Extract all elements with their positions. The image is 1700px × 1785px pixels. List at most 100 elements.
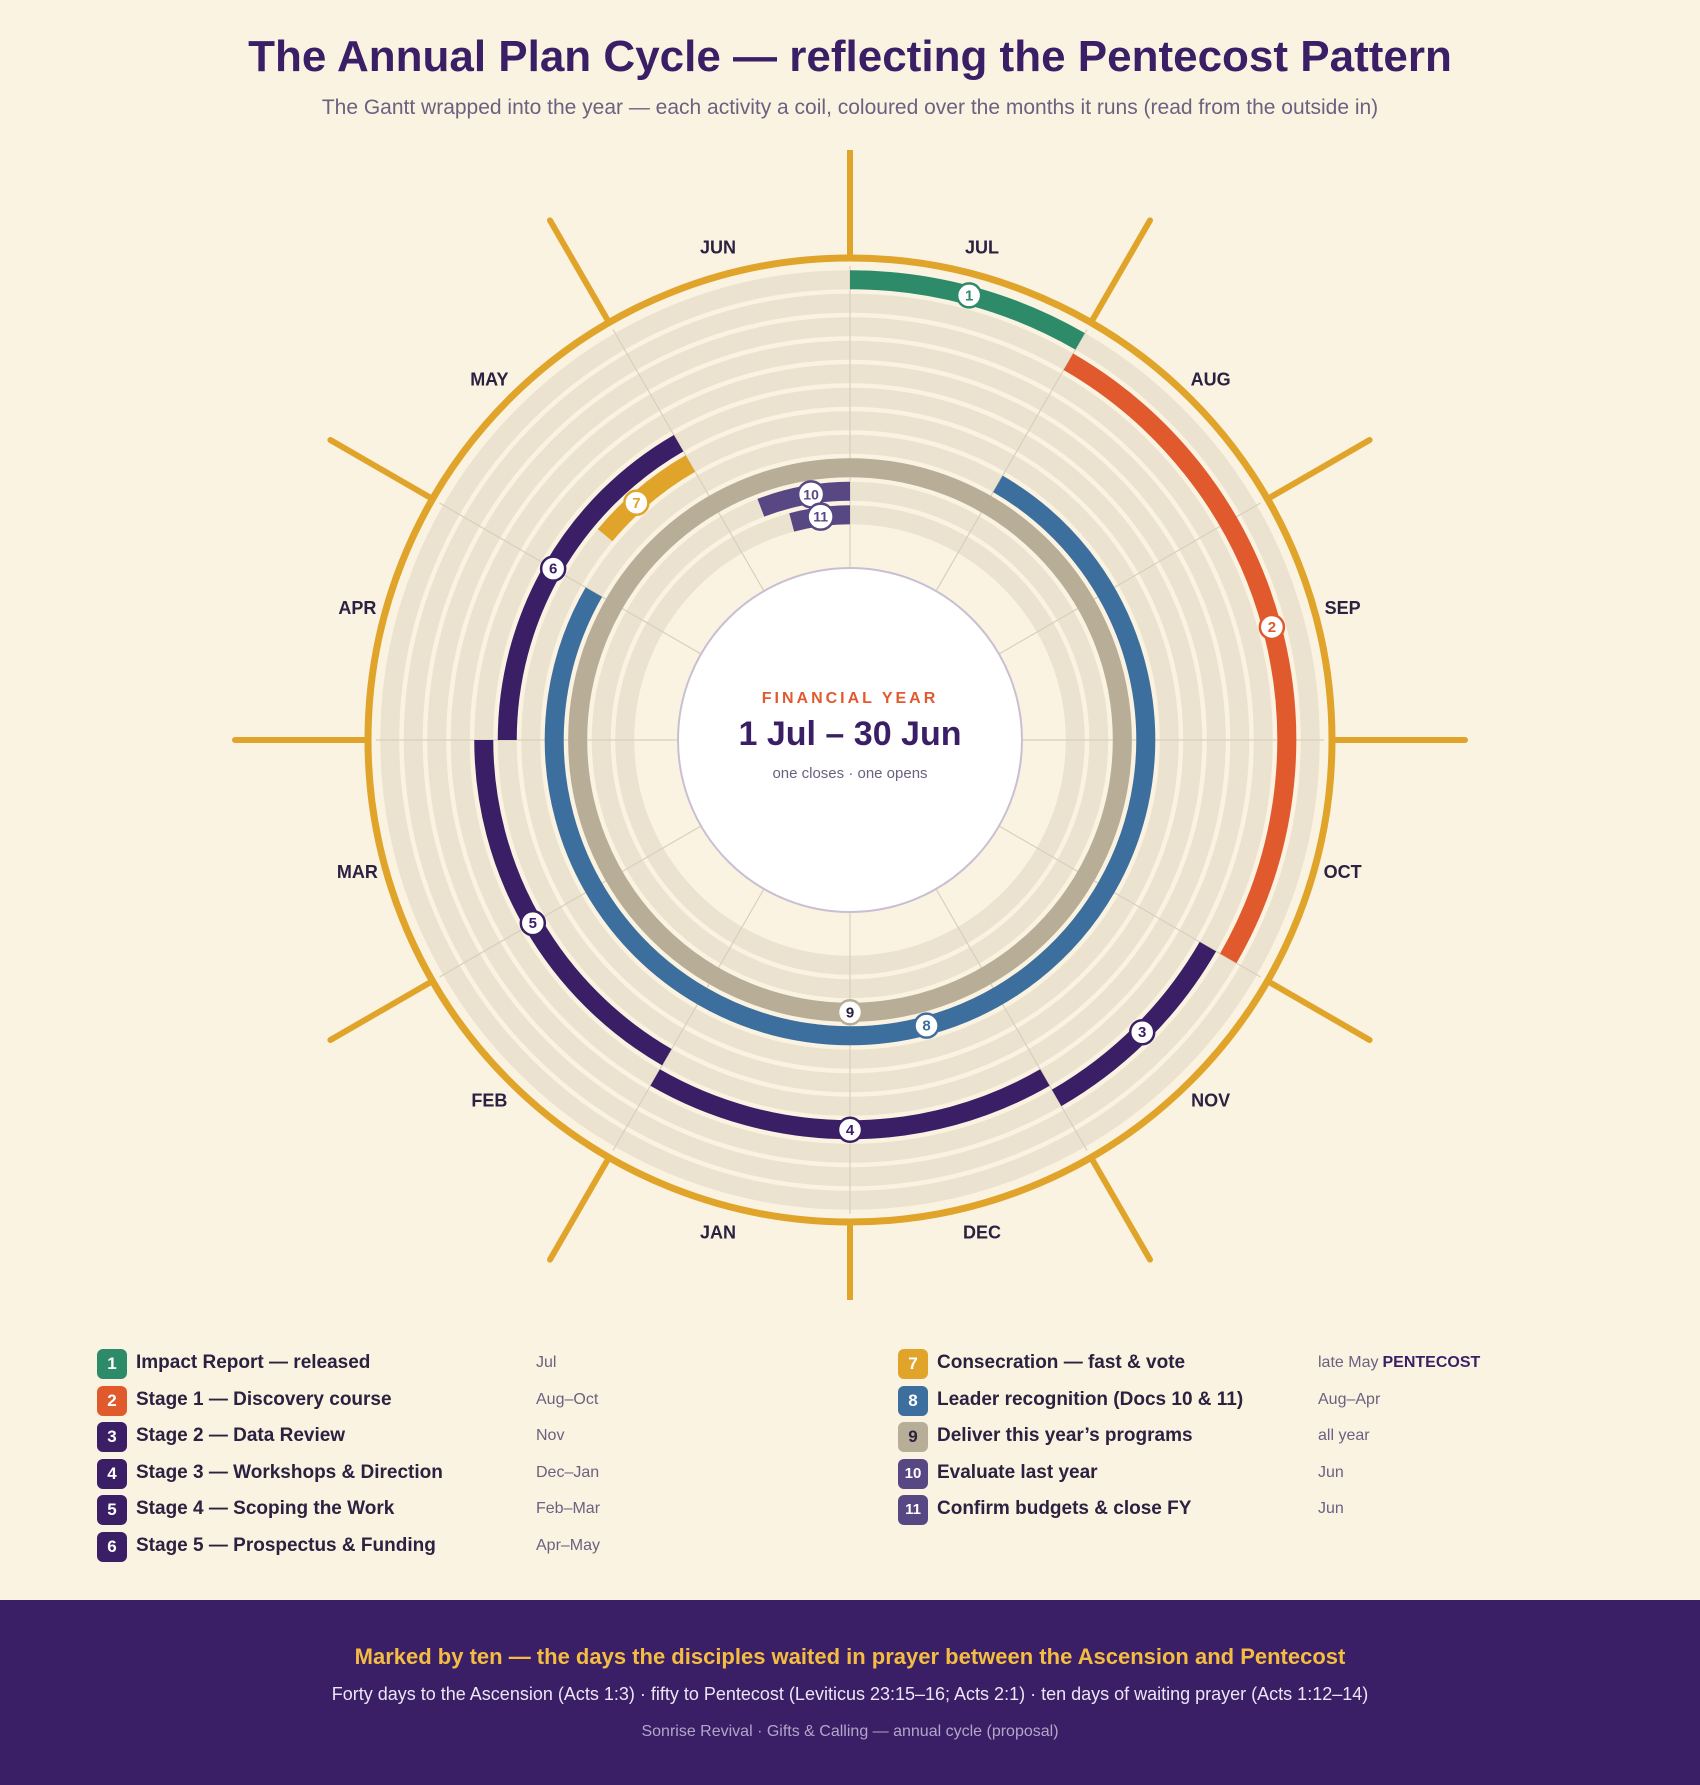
activity-marker-3: 3 <box>1128 1018 1156 1046</box>
legend-item: 6 Stage 5 — Prospectus & Funding Apr–May <box>97 1531 737 1562</box>
month-spoke <box>935 329 1088 592</box>
legend-timing-text: Nov <box>536 1427 565 1444</box>
legend-timing: Dec–Jan <box>536 1464 599 1482</box>
annual-cycle-wheel: FINANCIAL YEAR 1 Jul – 30 Jun one closes… <box>232 150 1468 1300</box>
sun-ray <box>327 977 438 1043</box>
footer-headline: Marked by ten — the days the disciples w… <box>354 1644 1346 1669</box>
month-label-feb: FEB <box>471 1091 507 1111</box>
activity-marker-number: 4 <box>846 1122 855 1139</box>
activity-marker-number: 10 <box>803 486 819 502</box>
month-spoke <box>612 888 765 1151</box>
legend-item: 10 Evaluate last year Jun <box>898 1458 1538 1489</box>
legend-timing-text: Dec–Jan <box>536 1463 600 1481</box>
activity-marker-number: 8 <box>922 1018 930 1035</box>
legend-timing: all year <box>1318 1427 1370 1445</box>
legend-item: 7 Consecration — fast & vote late May PENTE… <box>898 1349 1538 1379</box>
legend-number-badge: 5 <box>97 1495 127 1525</box>
sun-ray <box>547 1152 613 1263</box>
sun-ray <box>1262 977 1373 1043</box>
legend-label: Stage 2 — Data Review <box>136 1425 346 1446</box>
center-eyebrow: FINANCIAL YEAR <box>762 690 939 707</box>
footer-credit: Sonrise Revival · Gifts & Calling — annu… <box>641 1723 1059 1740</box>
legend-timing: Jun <box>1318 1464 1344 1482</box>
activity-marker-number: 3 <box>1138 1024 1146 1041</box>
activity-marker-number: 2 <box>1268 619 1276 636</box>
legend-label: Evaluate last year <box>937 1461 1098 1483</box>
center-range: 1 Jul – 30 Jun <box>739 715 962 753</box>
sun-ray <box>1262 437 1373 503</box>
legend-item: 1 Impact Report — released Jul <box>97 1349 737 1379</box>
sun-ray <box>547 217 613 328</box>
activity-marker-number: 7 <box>632 495 640 512</box>
month-label-nov: NOV <box>1191 1091 1230 1111</box>
legend-number-badge: 11 <box>898 1495 928 1525</box>
pentecost-tag: PENTECOST <box>1382 1354 1481 1371</box>
activity-marker-1: 1 <box>955 282 983 309</box>
legend-timing: Apr–May <box>536 1537 600 1555</box>
sun-rays <box>232 150 1468 1300</box>
legend-label: Stage 1 — Discovery course <box>136 1388 392 1410</box>
legend-timing: Aug–Oct <box>536 1391 598 1409</box>
activity-marker-number: 9 <box>846 1004 854 1021</box>
month-label-jan: JAN <box>700 1223 736 1243</box>
month-labels: JUL AUG SEP OCT NOV DEC JAN FEB MAR APR MAY JUN <box>337 237 1362 1242</box>
activity-marker-5: 5 <box>519 909 547 937</box>
legend-number-badge: 4 <box>97 1458 127 1489</box>
legend-number-badge: 1 <box>97 1349 127 1379</box>
month-label-jul: JUL <box>965 237 999 257</box>
month-label-sep: SEP <box>1325 598 1361 618</box>
activity-markers: 1 2 3 4 5 6 7 8 9 10 11 <box>519 282 1286 1143</box>
legend-item: 4 Stage 3 — Workshops & Direction Dec–Jan <box>97 1458 737 1489</box>
legend-timing-text: Jul <box>536 1354 557 1371</box>
activity-marker-11: 11 <box>806 502 835 531</box>
legend-timing: Feb–Mar <box>536 1500 600 1518</box>
legend-timing: Nov <box>536 1427 564 1445</box>
footer: Marked by ten — the days the disciples w… <box>0 1600 1700 1785</box>
legend-label: Stage 5 — Prospectus & Funding <box>136 1534 436 1556</box>
legend-timing: Jun <box>1318 1500 1344 1518</box>
legend-timing-text: Jun <box>1318 1500 1344 1517</box>
month-label-mar: MAR <box>337 862 378 882</box>
activity-marker-7: 7 <box>623 489 650 517</box>
month-spoke <box>439 825 702 978</box>
activity-marker-4: 4 <box>836 1116 864 1143</box>
legend-timing: Aug–Apr <box>1318 1391 1380 1409</box>
legend-number-badge: 8 <box>898 1385 928 1416</box>
month-label-apr: APR <box>338 598 376 618</box>
legend-timing: late May PENTECOST <box>1318 1354 1480 1372</box>
month-spoke <box>935 888 1088 1151</box>
page-title: The Annual Plan Cycle — reflecting the P… <box>248 32 1452 81</box>
month-label-jun: JUN <box>700 237 736 257</box>
legend-timing-text: Jun <box>1318 1463 1344 1481</box>
legend-item: 2 Stage 1 — Discovery course Aug–Oct <box>97 1385 737 1416</box>
footer-references: Forty days to the Ascension (Acts 1:3) ·… <box>331 1684 1369 1704</box>
legend-label: Consecration — fast & vote <box>937 1352 1186 1373</box>
activity-marker-number: 5 <box>529 915 537 932</box>
legend-number-badge: 9 <box>898 1422 928 1452</box>
legend-timing: Jul <box>536 1354 556 1372</box>
activity-marker-number: 6 <box>549 561 557 578</box>
month-spoke <box>998 502 1261 655</box>
legend-number-badge: 7 <box>898 1349 928 1379</box>
sun-ray <box>1087 1152 1153 1263</box>
legend-item: 11 Confirm budgets & close FY Jun <box>898 1495 1538 1525</box>
activity-marker-10: 10 <box>796 480 826 509</box>
center-caption: one closes · one opens <box>772 765 927 782</box>
month-spoke <box>439 502 702 655</box>
legend-timing-text: Apr–May <box>536 1536 601 1554</box>
month-label-aug: AUG <box>1191 369 1231 389</box>
legend-number-badge: 2 <box>97 1385 127 1416</box>
legend-label: Deliver this year’s programs <box>937 1425 1193 1446</box>
legend-timing-text: Aug–Apr <box>1318 1390 1381 1408</box>
month-spokes <box>376 266 1324 1214</box>
activity-marker-2: 2 <box>1258 613 1286 641</box>
activity-marker-6: 6 <box>539 555 567 582</box>
legend-number-badge: 6 <box>97 1531 127 1562</box>
legend-item: 8 Leader recognition (Docs 10 & 11) Aug–Ap… <box>898 1385 1538 1416</box>
month-spoke <box>998 825 1261 978</box>
center-disc <box>677 567 1023 913</box>
legend-number-badge: 3 <box>97 1422 127 1452</box>
month-label-dec: DEC <box>963 1223 1001 1243</box>
legend-label: Stage 4 — Scoping the Work <box>136 1498 395 1519</box>
activity-marker-number: 11 <box>813 509 828 525</box>
